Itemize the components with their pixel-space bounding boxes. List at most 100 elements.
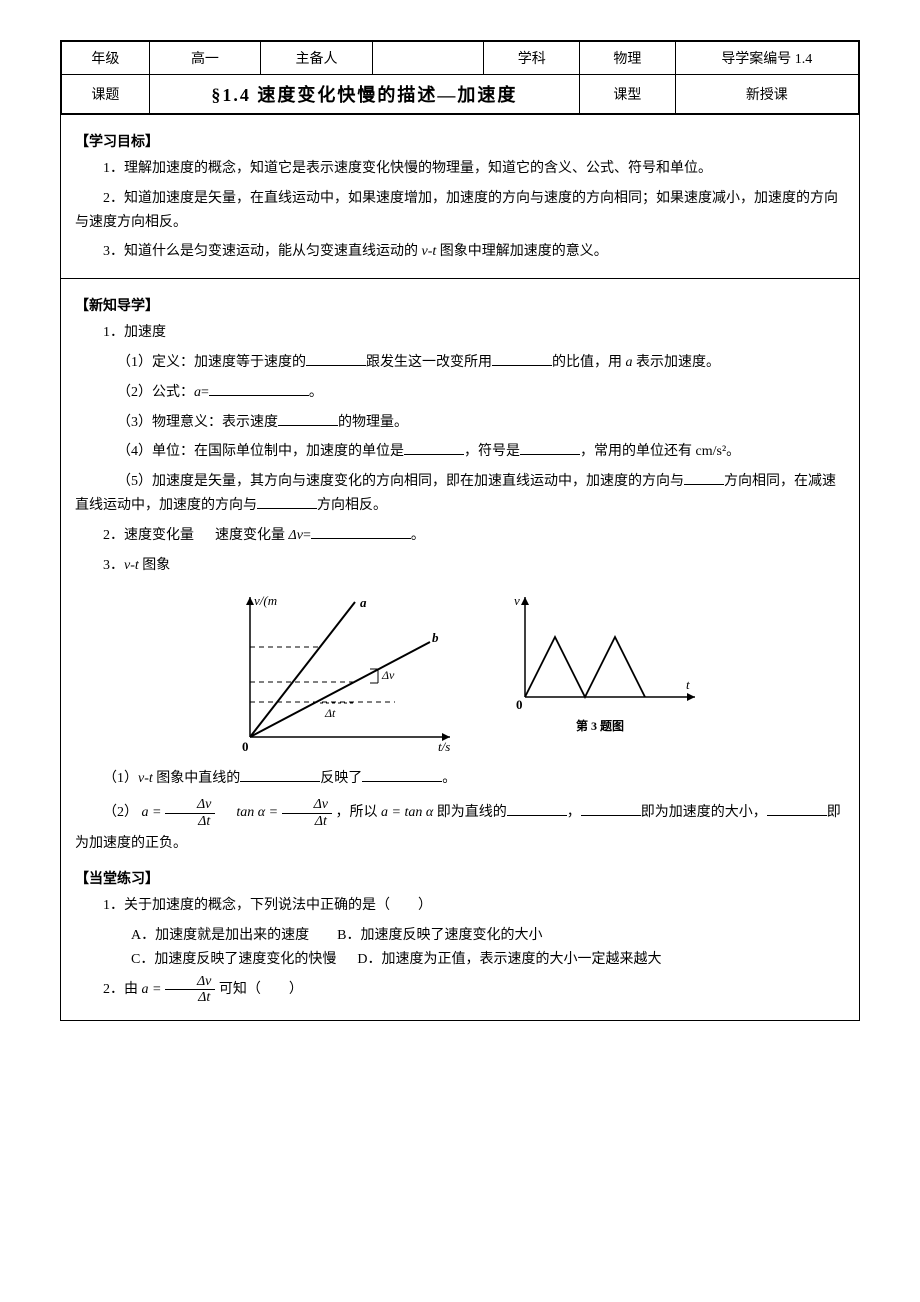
q1-options: A．加速度就是加出来的速度 B．加速度反映了速度变化的大小 C．加速度反映了速度… bbox=[131, 924, 845, 968]
fig1-origin: 0 bbox=[242, 739, 249, 754]
nk-3-2c: 即为直线的 bbox=[437, 805, 507, 820]
eq-a-tan: a = tan α bbox=[381, 805, 433, 820]
nk-3-title: 3．v-t 图象 bbox=[75, 554, 845, 578]
nk-2c: 。 bbox=[411, 528, 425, 543]
nk-1-title: 1．加速度 bbox=[75, 321, 845, 345]
nk-1-5a: （5）加速度是矢量，其方向与速度变化的方向相同，即在加速直线运动中，加速度的方向… bbox=[117, 474, 684, 489]
fig1-line-a: a bbox=[360, 595, 367, 610]
fig2-xlabel: t bbox=[686, 677, 690, 692]
preparer-value bbox=[372, 42, 484, 75]
fig1-line-b: b bbox=[432, 630, 439, 645]
nk-3-1a: （1）v-t 图象中直线的 bbox=[103, 771, 240, 786]
figure-2-triangle-wave: v t 0 bbox=[500, 587, 700, 717]
newknowledge-heading: 【新知导学】 bbox=[75, 295, 845, 315]
nk-1-4: （4）单位：在国际单位制中，加速度的单位是 ，符号是 ，常用的单位还有 cm/s²。 bbox=[75, 440, 845, 464]
nk-2a: 2．速度变化量 bbox=[103, 528, 194, 543]
q2-stem-b: 可知（ ） bbox=[219, 982, 303, 997]
q1-opt-c[interactable]: C．加速度反映了速度变化的快慢 bbox=[131, 952, 336, 967]
nk-1-2b: 。 bbox=[309, 385, 323, 400]
blank[interactable] bbox=[306, 352, 366, 366]
nk-1-1: （1）定义：加速度等于速度的 跟发生这一改变所用 的比值，用 a 表示加速度。 bbox=[75, 351, 845, 375]
nk-1-1a: （1）定义：加速度等于速度的 bbox=[117, 355, 306, 370]
nk-3-2-prefix: （2） bbox=[103, 805, 138, 820]
figures-row: v/(m t/s 0 a b Δv Δt bbox=[75, 587, 845, 757]
objective-3-a: 3．知道什么是匀变速运动，能从匀变速直线运动的 bbox=[103, 244, 422, 259]
fig1-ylabel: v/(m bbox=[254, 593, 277, 608]
preparer-label: 主备人 bbox=[261, 42, 373, 75]
q1-opt-d[interactable]: D．加速度为正值，表示速度的大小一定越来越大 bbox=[357, 952, 661, 967]
fig2-caption: 第 3 题图 bbox=[500, 717, 700, 734]
subject-value: 物理 bbox=[580, 42, 676, 75]
blank[interactable] bbox=[581, 802, 641, 816]
nk-3-1c: 。 bbox=[442, 771, 456, 786]
vt-italic: v-t bbox=[422, 244, 437, 259]
nk-1-3: （3）物理意义：表示速度 的物理量。 bbox=[75, 411, 845, 435]
grade-label: 年级 bbox=[62, 42, 150, 75]
fig1-dt: Δt bbox=[324, 706, 336, 720]
header-row-1: 年级 高一 主备人 学科 物理 导学案编号 1.4 bbox=[62, 42, 859, 75]
nk-1-1c: 的比值，用 a 表示加速度。 bbox=[552, 355, 720, 370]
nk-3-1b: 反映了 bbox=[320, 771, 362, 786]
fig2-origin: 0 bbox=[516, 697, 523, 712]
subject-label: 学科 bbox=[484, 42, 580, 75]
blank[interactable] bbox=[684, 471, 724, 485]
fig1-xlabel: t/s bbox=[438, 739, 450, 754]
blank[interactable] bbox=[257, 495, 317, 509]
blank[interactable] bbox=[492, 352, 552, 366]
eq-tan-dvdt: tan α = ΔvΔt bbox=[236, 805, 335, 820]
nk-3-2d: ， bbox=[567, 805, 581, 820]
type-label: 课型 bbox=[580, 75, 676, 114]
q2-stem: 2．由 a = ΔvΔt 可知（ ） bbox=[75, 974, 845, 1006]
nk-1-4a: （4）单位：在国际单位制中，加速度的单位是 bbox=[117, 444, 404, 459]
q1-opt-a[interactable]: A．加速度就是加出来的速度 bbox=[131, 928, 309, 943]
fig1-dv: Δv bbox=[381, 668, 395, 682]
nk-1-3b: 的物理量。 bbox=[338, 415, 408, 430]
type-value: 新授课 bbox=[675, 75, 858, 114]
objective-2: 2．知道加速度是矢量，在直线运动中，如果速度增加，加速度的方向与速度的方向相同；… bbox=[75, 187, 845, 235]
q2-stem-a: 2．由 bbox=[103, 982, 138, 997]
objectives-heading: 【学习目标】 bbox=[75, 131, 845, 151]
fig2-ylabel: v bbox=[514, 593, 520, 608]
nk-1-2: （2）公式：a=。 bbox=[75, 381, 845, 405]
header-table: 年级 高一 主备人 学科 物理 导学案编号 1.4 课题 §1.4 速度变化快慢… bbox=[61, 41, 859, 114]
q2-eq: a = ΔvΔt bbox=[142, 982, 219, 997]
docnum-label: 导学案编号 1.4 bbox=[675, 42, 858, 75]
nk-1-3a: （3）物理意义：表示速度 bbox=[117, 415, 278, 430]
objective-3: 3．知道什么是匀变速运动，能从匀变速直线运动的 v-t 图象中理解加速度的意义。 bbox=[75, 240, 845, 264]
blank[interactable] bbox=[362, 768, 442, 782]
blank[interactable] bbox=[520, 441, 580, 455]
blank[interactable] bbox=[767, 802, 827, 816]
blank[interactable] bbox=[404, 441, 464, 455]
grade-value: 高一 bbox=[149, 42, 261, 75]
figure-2-wrapper: v t 0 第 3 题图 bbox=[500, 587, 700, 757]
nk-3-1: （1）v-t 图象中直线的 反映了 。 bbox=[75, 767, 845, 791]
q1-opt-b[interactable]: B．加速度反映了速度变化的大小 bbox=[337, 928, 542, 943]
topic-label: 课题 bbox=[62, 75, 150, 114]
figure-1-vt-graph: v/(m t/s 0 a b Δv Δt bbox=[220, 587, 460, 757]
newknowledge-section: 【新知导学】 1．加速度 （1）定义：加速度等于速度的 跟发生这一改变所用 的比值，… bbox=[61, 278, 859, 1019]
objective-3-b: 图象中理解加速度的意义。 bbox=[436, 244, 608, 259]
nk-3-2e: 即为加速度的大小， bbox=[641, 805, 767, 820]
topic-value: §1.4 速度变化快慢的描述—加速度 bbox=[149, 75, 579, 114]
eq-a-dvdt: a = ΔvΔt bbox=[142, 805, 219, 820]
nk-1-5c: 方向相反。 bbox=[317, 498, 387, 513]
blank[interactable] bbox=[278, 412, 338, 426]
nk-1-1b: 跟发生这一改变所用 bbox=[366, 355, 492, 370]
objectives-section: 【学习目标】 1．理解加速度的概念，知道它是表示速度变化快慢的物理量，知道它的含… bbox=[61, 114, 859, 278]
nk-1-4c: ，常用的单位还有 cm/s²。 bbox=[580, 444, 740, 459]
nk-3-2b: ，所以 bbox=[336, 805, 378, 820]
practice-heading: 【当堂练习】 bbox=[75, 868, 845, 888]
blank[interactable] bbox=[209, 382, 309, 396]
nk-1-4b: ，符号是 bbox=[464, 444, 520, 459]
worksheet-document: 年级 高一 主备人 学科 物理 导学案编号 1.4 课题 §1.4 速度变化快慢… bbox=[60, 40, 860, 1021]
objective-1: 1．理解加速度的概念，知道它是表示速度变化快慢的物理量，知道它的含义、公式、符号… bbox=[75, 157, 845, 181]
nk-3-2: （2） a = ΔvΔt tan α = ΔvΔt ，所以 a = tan α … bbox=[75, 797, 845, 860]
nk-1-5: （5）加速度是矢量，其方向与速度变化的方向相同，即在加速直线运动中，加速度的方向… bbox=[75, 470, 845, 518]
blank[interactable] bbox=[311, 525, 411, 539]
blank[interactable] bbox=[507, 802, 567, 816]
header-row-2: 课题 §1.4 速度变化快慢的描述—加速度 课型 新授课 bbox=[62, 75, 859, 114]
q1-stem: 1．关于加速度的概念，下列说法中正确的是（ ） bbox=[75, 894, 845, 918]
nk-2b: 速度变化量 Δv= bbox=[215, 528, 311, 543]
blank[interactable] bbox=[240, 768, 320, 782]
nk-2: 2．速度变化量 速度变化量 Δv= 。 bbox=[75, 524, 845, 548]
